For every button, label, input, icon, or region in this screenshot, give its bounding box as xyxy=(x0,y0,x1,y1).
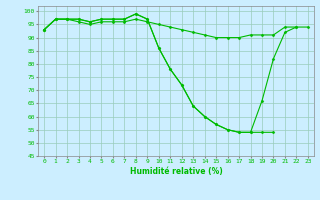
X-axis label: Humidité relative (%): Humidité relative (%) xyxy=(130,167,222,176)
